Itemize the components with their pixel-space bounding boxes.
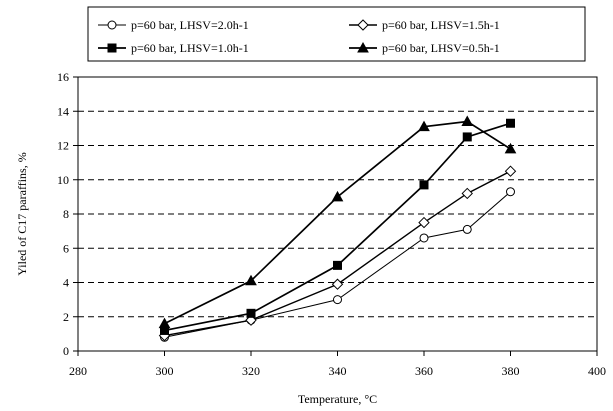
series-3 bbox=[160, 118, 515, 335]
data-point bbox=[419, 180, 429, 190]
data-point bbox=[504, 165, 517, 177]
legend-marker bbox=[107, 43, 117, 53]
data-point bbox=[246, 308, 256, 318]
legend-label: p=60 bar, LHSV=2.0h-1 bbox=[131, 18, 249, 32]
data-point bbox=[331, 190, 344, 202]
legend-box bbox=[87, 6, 586, 62]
x-tick-label: 380 bbox=[502, 364, 520, 378]
x-tick-label: 320 bbox=[242, 364, 260, 378]
data-point bbox=[506, 187, 515, 197]
y-tick-label: 4 bbox=[63, 276, 69, 290]
series-line bbox=[164, 122, 511, 332]
x-tick-label: 400 bbox=[588, 364, 606, 378]
legend-marker bbox=[357, 19, 369, 31]
legend-item: p=60 bar, LHSV=1.5h-1 bbox=[349, 18, 500, 32]
legend-item: p=60 bar, LHSV=1.0h-1 bbox=[98, 41, 249, 55]
legend-marker bbox=[107, 20, 117, 30]
legend-label: p=60 bar, LHSV=1.5h-1 bbox=[382, 18, 500, 32]
y-tick-label: 8 bbox=[63, 207, 69, 221]
data-point bbox=[158, 317, 171, 329]
x-axis: 280 300 320 340 360 380 400 bbox=[69, 351, 606, 378]
data-point bbox=[333, 260, 342, 270]
data-point bbox=[418, 120, 430, 132]
legend-label: p=60 bar, LHSV=0.5h-1 bbox=[382, 41, 500, 55]
x-axis-label: Temperature, °C bbox=[298, 392, 377, 406]
x-tick-label: 340 bbox=[329, 364, 347, 378]
data-point bbox=[331, 278, 344, 290]
data-point bbox=[461, 187, 473, 200]
series-4 bbox=[158, 115, 517, 329]
y-tick-label: 2 bbox=[63, 310, 69, 324]
y-tick-label: 6 bbox=[63, 241, 69, 255]
data-point bbox=[245, 274, 257, 286]
y-tick-label: 14 bbox=[57, 104, 69, 118]
x-tick-label: 280 bbox=[69, 364, 87, 378]
legend-marker bbox=[357, 41, 369, 53]
legend: p=60 bar, LHSV=2.0h-1 p=60 bar, LHSV=1.5h… bbox=[87, 6, 586, 62]
y-tick-label: 12 bbox=[57, 139, 69, 153]
x-tick-label: 300 bbox=[156, 364, 174, 378]
series-line bbox=[164, 170, 511, 337]
y-axis: 0 2 4 6 8 10 12 14 16 bbox=[57, 70, 78, 358]
y-axis-label: Yiled of C17 paraffins, % bbox=[15, 152, 29, 275]
data-point bbox=[418, 216, 430, 229]
legend-item: p=60 bar, LHSV=0.5h-1 bbox=[349, 41, 500, 55]
series-line bbox=[164, 120, 511, 325]
y-tick-label: 16 bbox=[57, 70, 69, 84]
y-tick-label: 10 bbox=[57, 173, 69, 187]
legend-label: p=60 bar, LHSV=1.0h-1 bbox=[131, 41, 249, 55]
y-tick-label: 0 bbox=[63, 344, 69, 358]
data-point bbox=[419, 233, 429, 243]
data-point bbox=[462, 132, 472, 142]
data-point bbox=[461, 115, 474, 127]
data-point bbox=[333, 295, 342, 305]
x-tick-label: 360 bbox=[415, 364, 433, 378]
data-point bbox=[462, 224, 472, 234]
series-group bbox=[158, 115, 517, 342]
data-point bbox=[504, 142, 517, 154]
legend-item: p=60 bar, LHSV=2.0h-1 bbox=[98, 18, 249, 32]
data-point bbox=[506, 118, 515, 128]
